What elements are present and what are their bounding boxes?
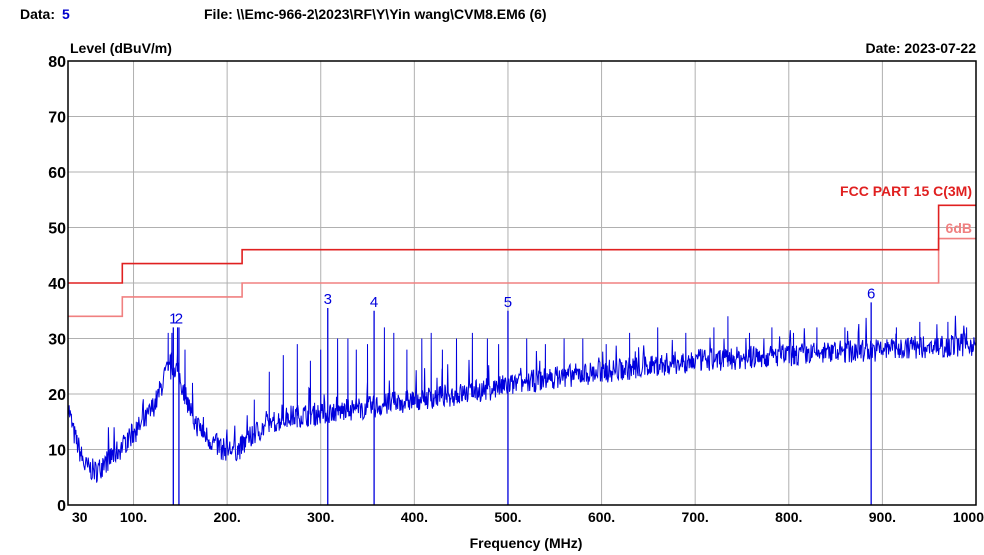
x-tick-label: 600. [588, 509, 615, 525]
x-tick-label: 200. [214, 509, 241, 525]
marker-label: 4 [370, 294, 378, 311]
marker-label: 1 [169, 310, 177, 327]
y-tick-labels: 0 10 20 30 40 50 60 70 80 [48, 54, 66, 515]
y-tick-label: 20 [48, 387, 66, 404]
y-tick-label: 80 [48, 54, 66, 71]
y-tick-label: 40 [48, 276, 66, 293]
y-tick-label: 10 [48, 443, 66, 460]
x-tick-label: 100. [120, 509, 147, 525]
date-label: Date: 2023-07-22 [865, 40, 976, 56]
y-tick-label: 60 [48, 165, 66, 182]
y-tick-label: 30 [48, 332, 66, 349]
x-axis-label: Frequency (MHz) [470, 535, 583, 551]
x-tick-label: 300. [307, 509, 334, 525]
y-tick-label: 0 [57, 498, 66, 515]
x-tick-label: 800. [775, 509, 802, 525]
marker-label: 3 [324, 291, 332, 308]
marker-label: 5 [504, 294, 512, 311]
data-value: 5 [62, 6, 70, 22]
x-tick-label: 30 [72, 509, 88, 525]
y-axis-label: Level (dBuV/m) [70, 40, 172, 56]
x-tick-label: 700. [682, 509, 709, 525]
marker-layer: 12 3 4 5 6 [169, 285, 875, 505]
x-tick-label: 500. [494, 509, 521, 525]
x-tick-label: 900. [869, 509, 896, 525]
limit-layer [68, 204, 976, 318]
measurement-trace [67, 315, 977, 483]
marker-label: 6 [867, 285, 875, 302]
margin-line-label: 6dB [946, 220, 972, 236]
x-tick-label: 400. [401, 509, 428, 525]
trace-layer [67, 315, 977, 483]
limit-line [68, 204, 976, 284]
x-tick-label: 1000 [953, 509, 984, 525]
file-path: File: \\Emc-966-2\2023\RF\Y\Yin wang\CVM… [204, 6, 547, 22]
marker-label: 2 [175, 310, 183, 327]
plot-frame [67, 60, 977, 506]
y-tick-label: 50 [48, 221, 66, 238]
x-tick-labels: 30 100. 200. 300. 400. 500. 600. 700. 800. 900. 10… [72, 509, 984, 525]
limit-line-label: FCC PART 15 C(3M) [840, 183, 972, 199]
data-label: Data: [20, 6, 55, 22]
y-tick-label: 70 [48, 110, 66, 127]
